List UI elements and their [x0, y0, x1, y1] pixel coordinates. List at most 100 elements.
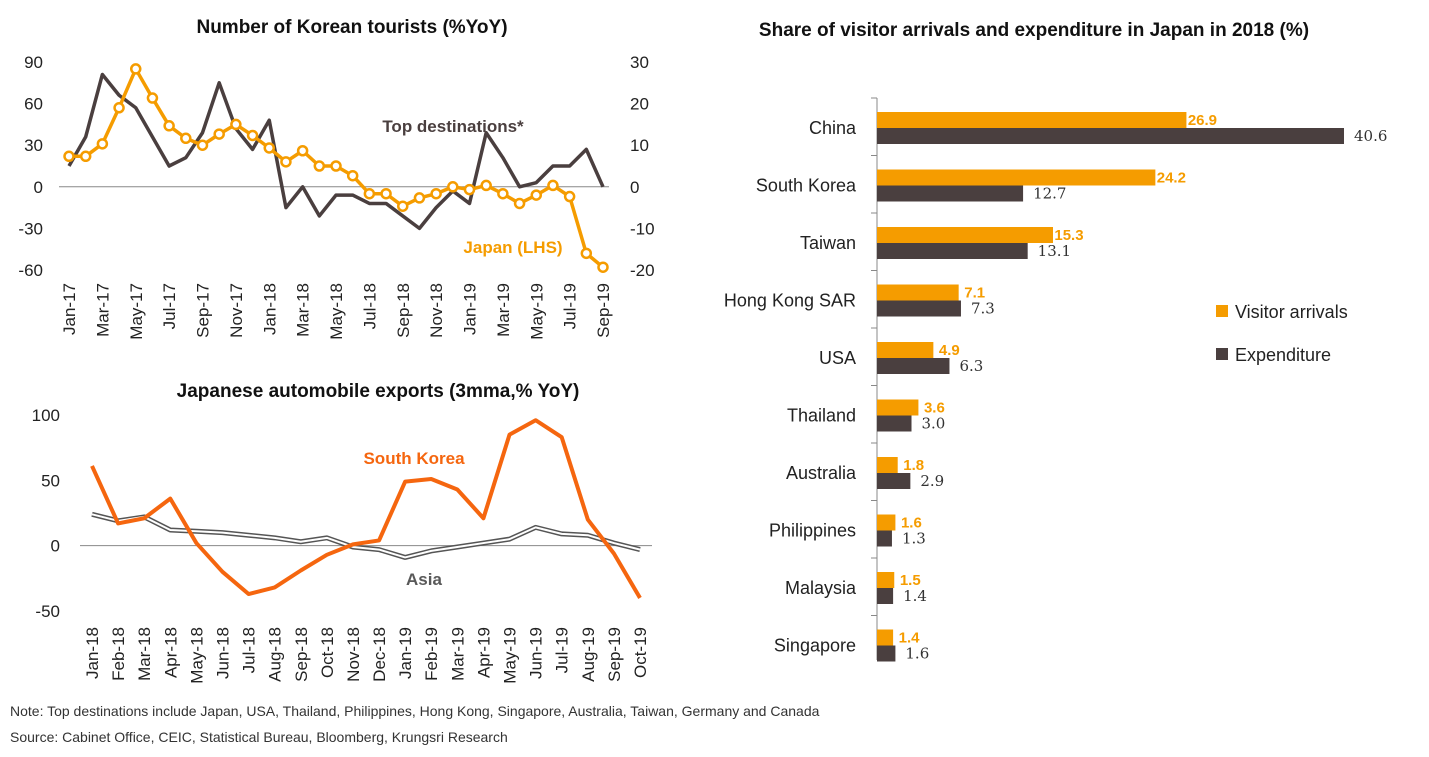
y-tick: 50 — [41, 471, 60, 490]
x-tick: Jan-18 — [260, 283, 279, 335]
x-tick: Oct-18 — [318, 627, 337, 678]
data-point-japan — [380, 187, 392, 200]
chart-title: Share of visitor arrivals and expenditur… — [759, 20, 1309, 41]
data-point-japan — [597, 261, 609, 273]
data-label-expenditure: 40.6 — [1354, 127, 1387, 145]
x-tick: Mar-19 — [448, 627, 467, 681]
data-point-japan — [296, 144, 309, 157]
data-label-visitor-arrivals: 1.8 — [903, 457, 924, 474]
x-tick: Jul-19 — [553, 627, 572, 673]
x-tick: Sep-19 — [594, 283, 613, 338]
x-tick: Nov-18 — [344, 627, 363, 682]
x-tick: Aug-19 — [579, 627, 598, 682]
data-point-japan — [130, 63, 142, 75]
y-tick: 0 — [51, 537, 60, 556]
bar-expenditure — [877, 588, 894, 604]
data-point-japan — [280, 156, 292, 168]
bar-expenditure — [877, 415, 912, 432]
bar-visitor-arrivals — [877, 457, 898, 473]
data-point-japan — [263, 142, 275, 154]
chart-korean-tourists: Number of Korean tourists (%YoY) 90 60 30 0… — [18, 17, 654, 340]
x-tick: Sep-19 — [605, 627, 624, 682]
data-point-japan — [63, 150, 75, 163]
x-tick: Jul-19 — [561, 283, 580, 329]
x-tick: Jun-19 — [527, 627, 546, 679]
x-tick: May-19 — [501, 627, 520, 684]
x-tick: Jul-18 — [240, 627, 259, 673]
x-tick: Mar-18 — [135, 627, 154, 681]
bar-visitor-arrivals — [877, 514, 896, 531]
series-line-south-korea — [90, 418, 642, 599]
category-label: Hong Kong SAR — [724, 291, 856, 311]
category-label: Taiwan — [800, 233, 856, 253]
series-label-south-korea: South Korea — [363, 449, 465, 468]
x-tick: Sep-18 — [292, 627, 311, 682]
x-tick: Oct-19 — [631, 627, 650, 678]
series-line-top-destinations — [67, 72, 605, 231]
chart-title: Japanese automobile exports (3mma,% YoY) — [177, 381, 580, 402]
data-label-expenditure: 12.7 — [1033, 185, 1066, 203]
data-label-expenditure: 3.0 — [922, 415, 946, 433]
data-point-japan — [547, 179, 559, 192]
bar-expenditure — [877, 530, 892, 547]
bar-visitor-arrivals — [877, 227, 1053, 243]
y-tick-left: 30 — [24, 136, 43, 155]
x-tick: Mar-17 — [93, 283, 112, 337]
bar-expenditure — [877, 243, 1028, 259]
legend-label-visitor-arrivals: Visitor arrivals — [1235, 302, 1348, 322]
series-line-asia — [91, 513, 641, 559]
category-label: Thailand — [787, 406, 856, 426]
bar-expenditure — [877, 128, 1344, 144]
data-point-japan — [230, 118, 242, 131]
data-point-japan — [96, 138, 109, 150]
data-point-japan — [163, 120, 175, 132]
data-point-japan — [196, 139, 209, 151]
x-tick: Aug-18 — [266, 627, 285, 682]
x-tick: Dec-18 — [370, 627, 389, 682]
data-point-japan — [397, 200, 409, 212]
x-tick: Feb-19 — [422, 627, 441, 681]
y-tick-left: 60 — [24, 95, 43, 114]
y-tick-right: 20 — [630, 95, 649, 114]
data-point-japan — [513, 197, 526, 210]
x-tick: Jul-17 — [160, 283, 179, 329]
x-tick: May-19 — [527, 283, 546, 340]
x-tick: Nov-18 — [427, 283, 446, 338]
footnote: Note: Top destinations include Japan, US… — [10, 703, 820, 719]
bar-expenditure — [877, 473, 911, 489]
x-tick: Mar-19 — [494, 283, 513, 337]
series-label-japan: Japan (LHS) — [463, 238, 562, 257]
legend-label-expenditure: Expenditure — [1235, 345, 1331, 365]
legend: Visitor arrivals Expenditure — [1216, 302, 1348, 365]
data-point-japan — [497, 187, 509, 200]
x-tick: Sep-18 — [394, 283, 413, 338]
data-label-expenditure: 1.3 — [902, 530, 926, 548]
series-label-top-destinations: Top destinations* — [382, 117, 524, 136]
category-label: Malaysia — [785, 578, 857, 598]
data-point-japan — [346, 169, 359, 182]
bar-visitor-arrivals — [877, 399, 919, 416]
legend-swatch-visitor-arrivals — [1216, 305, 1228, 317]
data-point-japan — [213, 128, 225, 140]
x-tick: Apr-18 — [161, 627, 180, 678]
category-label: Philippines — [769, 521, 856, 541]
data-point-japan — [580, 247, 593, 260]
source-note: Source: Cabinet Office, CEIC, Statistica… — [10, 729, 508, 745]
x-tick: Jan-19 — [461, 283, 480, 335]
data-label-expenditure: 1.4 — [903, 587, 927, 605]
data-label-expenditure: 1.6 — [905, 645, 929, 663]
data-label-visitor-arrivals: 1.4 — [899, 630, 921, 647]
y-tick-right: 30 — [630, 53, 649, 72]
data-label-expenditure: 2.9 — [920, 472, 944, 490]
data-point-japan — [463, 183, 476, 196]
x-tick: Jun-18 — [213, 627, 232, 679]
series-label-asia: Asia — [406, 570, 442, 589]
data-point-japan — [530, 189, 542, 201]
data-label-visitor-arrivals: 1.5 — [900, 572, 921, 589]
data-point-japan — [363, 187, 376, 200]
data-point-japan — [246, 129, 259, 142]
bar-expenditure — [877, 300, 961, 317]
category-label: Singapore — [774, 636, 856, 656]
data-label-visitor-arrivals: 3.6 — [924, 400, 945, 417]
data-label-visitor-arrivals: 7.1 — [964, 285, 985, 302]
